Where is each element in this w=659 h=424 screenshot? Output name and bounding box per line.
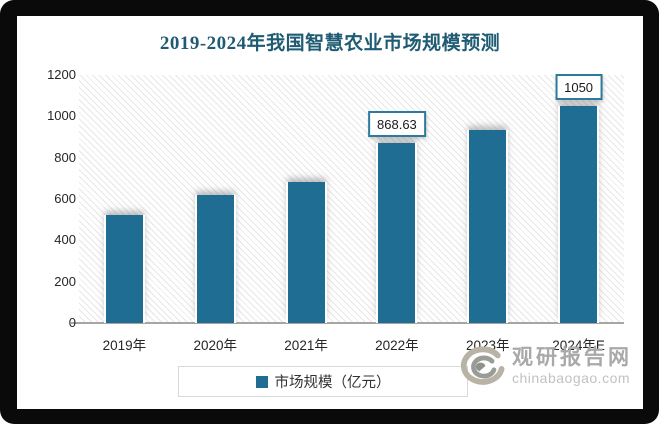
x-axis-label: 2020年 <box>193 338 238 353</box>
x-axis-label: 2022年 <box>375 338 419 353</box>
chart-canvas: 2019-2024年我国智慧农业市场规模预测 868.63 1050 0 200 40… <box>17 16 643 409</box>
y-tick-label: 800 <box>54 149 76 165</box>
bar-2023年 <box>467 129 509 323</box>
y-tick-label: 1200 <box>47 67 76 82</box>
y-tick-label: 1000 <box>47 108 76 124</box>
x-axis-label: 2024年E <box>552 338 605 353</box>
watermark-site-url: chinabaogao.com <box>512 370 631 386</box>
y-tick-label: 0 <box>68 315 76 330</box>
y-tick-label: 200 <box>54 273 76 289</box>
bar-2019年 <box>103 214 145 323</box>
legend-swatch-icon <box>255 375 268 388</box>
legend: 市场规模（亿元） <box>178 366 468 397</box>
bar-2020年 <box>194 194 236 323</box>
bar-2024年E <box>558 106 600 323</box>
x-axis-label: 2021年 <box>284 338 328 353</box>
plot-area: 868.63 1050 <box>71 74 624 324</box>
legend-label: 市场规模（亿元） <box>274 375 391 391</box>
bar-value-label: 868.63 <box>368 111 426 138</box>
x-axis-label: 2023年 <box>465 338 510 353</box>
x-axis-label: 2019年 <box>102 338 147 353</box>
bar-2022年 <box>376 143 418 323</box>
y-tick-label: 600 <box>54 191 76 206</box>
y-tick-label: 400 <box>54 232 76 248</box>
bar-2021年 <box>285 182 327 323</box>
x-axis-line <box>71 322 624 324</box>
bar-value-label: 1050 <box>555 74 603 100</box>
chart-title: 2019-2024年我国智慧农业市场规模预测 <box>159 33 501 54</box>
